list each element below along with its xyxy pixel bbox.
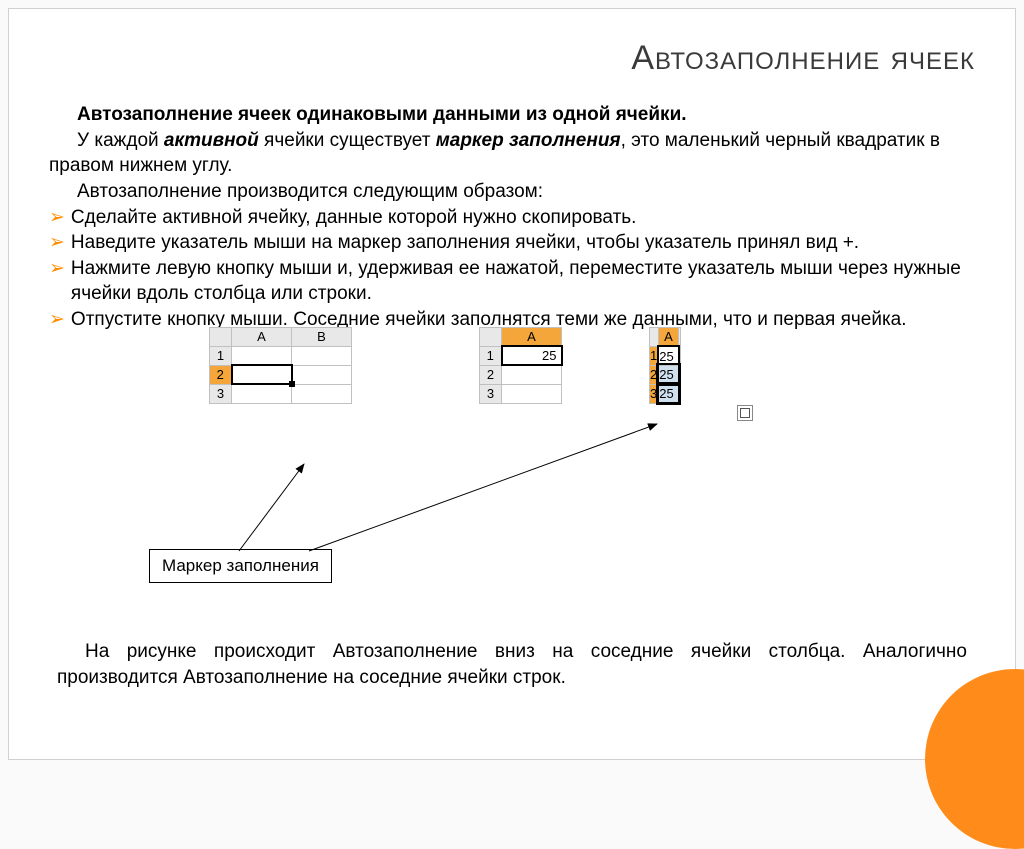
autofill-options-icon (737, 405, 753, 421)
slide: Автозаполнение ячеек Автозаполнение ячее… (8, 8, 1016, 760)
mini-table-2: A 125 2 3 (479, 327, 563, 404)
bullet-1: ➢ Сделайте активной ячейку, данные котор… (49, 205, 975, 231)
callout-label: Маркер заполнения (149, 549, 332, 583)
bullet-icon: ➢ (49, 205, 65, 231)
bullet-icon: ➢ (49, 256, 65, 307)
figures: AB 1 2 3 A 125 2 3 A 125 225 325 (169, 327, 975, 457)
bullet-icon: ➢ (49, 230, 65, 256)
para1-bold: Автозаполнение ячеек одинаковыми данными… (77, 104, 687, 125)
body: Автозаполнение ячеек одинаковыми данными… (49, 102, 975, 333)
bullet-icon: ➢ (49, 307, 65, 333)
footer-text: На рисунке происходит Автозаполнение вни… (57, 639, 967, 690)
mini-table-1: AB 1 2 3 (209, 327, 352, 404)
mini-table-3: A 125 225 325 (649, 327, 681, 405)
decorative-circle (925, 669, 1024, 849)
fill-handle-icon (289, 381, 295, 387)
page-title: Автозаполнение ячеек (49, 39, 975, 78)
bullet-3: ➢ Нажмите левую кнопку мыши и, удерживая… (49, 256, 975, 307)
bullet-2: ➢ Наведите указатель мыши на маркер запо… (49, 230, 975, 256)
para3: Автозаполнение производится следующим об… (49, 179, 975, 205)
